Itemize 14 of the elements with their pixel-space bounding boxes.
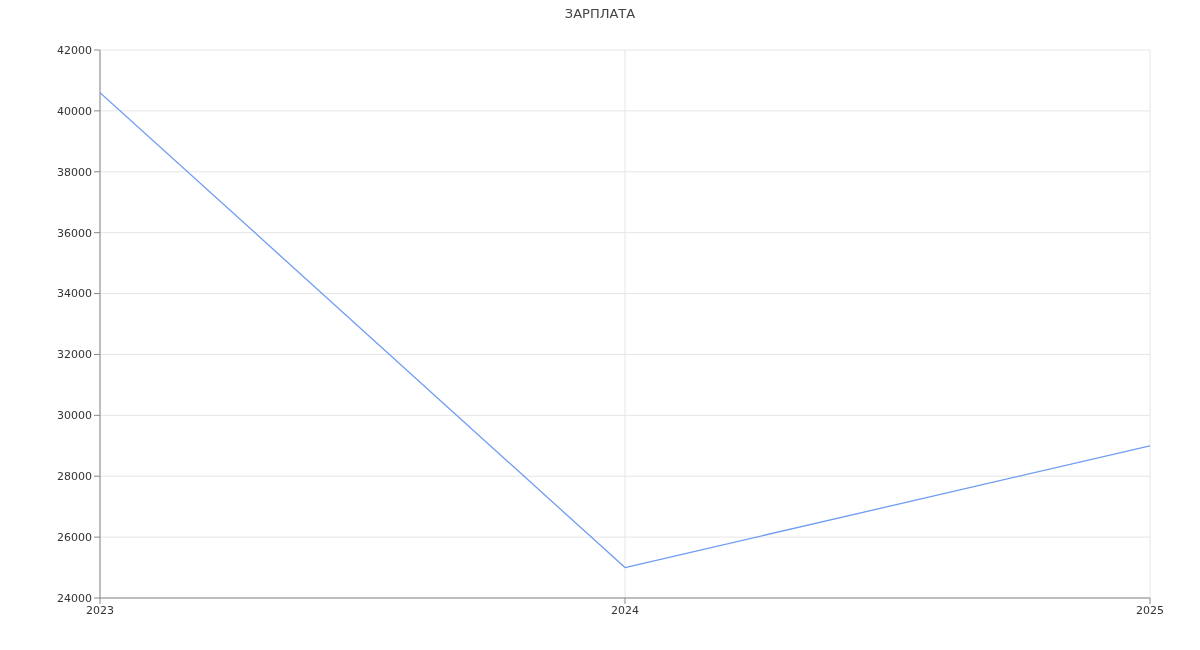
y-tick-label: 34000 (57, 287, 92, 301)
y-tick-label: 32000 (57, 348, 92, 362)
y-tick-label: 26000 (57, 531, 92, 545)
y-tick-label: 28000 (57, 470, 92, 484)
x-tick-label: 2024 (611, 603, 639, 617)
y-tick-label: 30000 (57, 409, 92, 423)
y-tick-label: 24000 (57, 591, 92, 605)
x-tick-label: 2023 (86, 603, 114, 617)
y-tick-label: 40000 (57, 104, 92, 118)
y-tick-label: 36000 (57, 226, 92, 240)
x-tick-label: 2025 (1136, 603, 1164, 617)
y-tick-label: 42000 (57, 43, 92, 57)
y-tick-label: 38000 (57, 165, 92, 179)
chart-title: ЗАРПЛАТА (563, 6, 637, 23)
